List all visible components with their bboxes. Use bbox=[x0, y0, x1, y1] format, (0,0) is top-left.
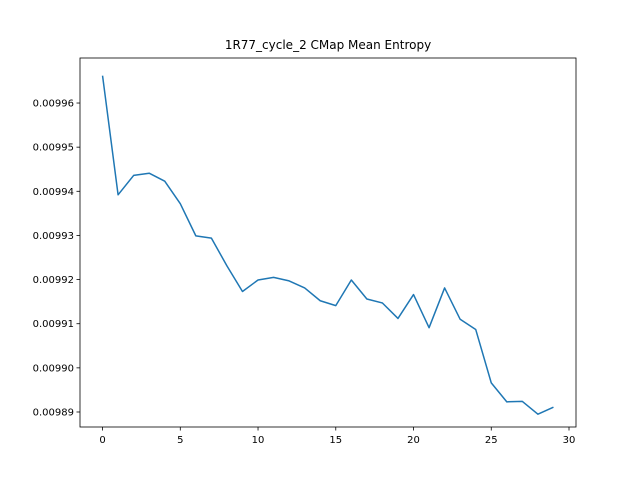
x-tick-label: 15 bbox=[329, 435, 342, 446]
x-tick-label: 5 bbox=[177, 435, 183, 446]
x-tick-label: 10 bbox=[252, 435, 265, 446]
y-tick-label: 0.00992 bbox=[33, 275, 74, 286]
y-tick-label: 0.00989 bbox=[33, 407, 74, 418]
series-line bbox=[103, 76, 554, 415]
chart-title: 1R77_cycle_2 CMap Mean Entropy bbox=[225, 38, 431, 52]
y-tick-label: 0.00994 bbox=[33, 187, 74, 198]
series-layer bbox=[102, 76, 553, 415]
y-axis: 0.00989 0.00990 0.00991 0.00992 0.00993 0.009… bbox=[33, 99, 80, 419]
x-tick-label: 20 bbox=[407, 435, 420, 446]
x-axis: 0 5 10 15 20 25 30 bbox=[99, 427, 575, 446]
y-tick-label: 0.00990 bbox=[33, 363, 74, 374]
y-tick-label: 0.00996 bbox=[33, 99, 74, 110]
x-tick-label: 25 bbox=[485, 435, 498, 446]
x-tick-label: 0 bbox=[99, 435, 105, 446]
y-tick-label: 0.00991 bbox=[33, 319, 74, 330]
y-tick-label: 0.00993 bbox=[33, 231, 74, 242]
x-tick-label: 30 bbox=[563, 435, 576, 446]
y-tick-label: 0.00995 bbox=[33, 143, 74, 154]
plot-frame bbox=[80, 58, 576, 427]
